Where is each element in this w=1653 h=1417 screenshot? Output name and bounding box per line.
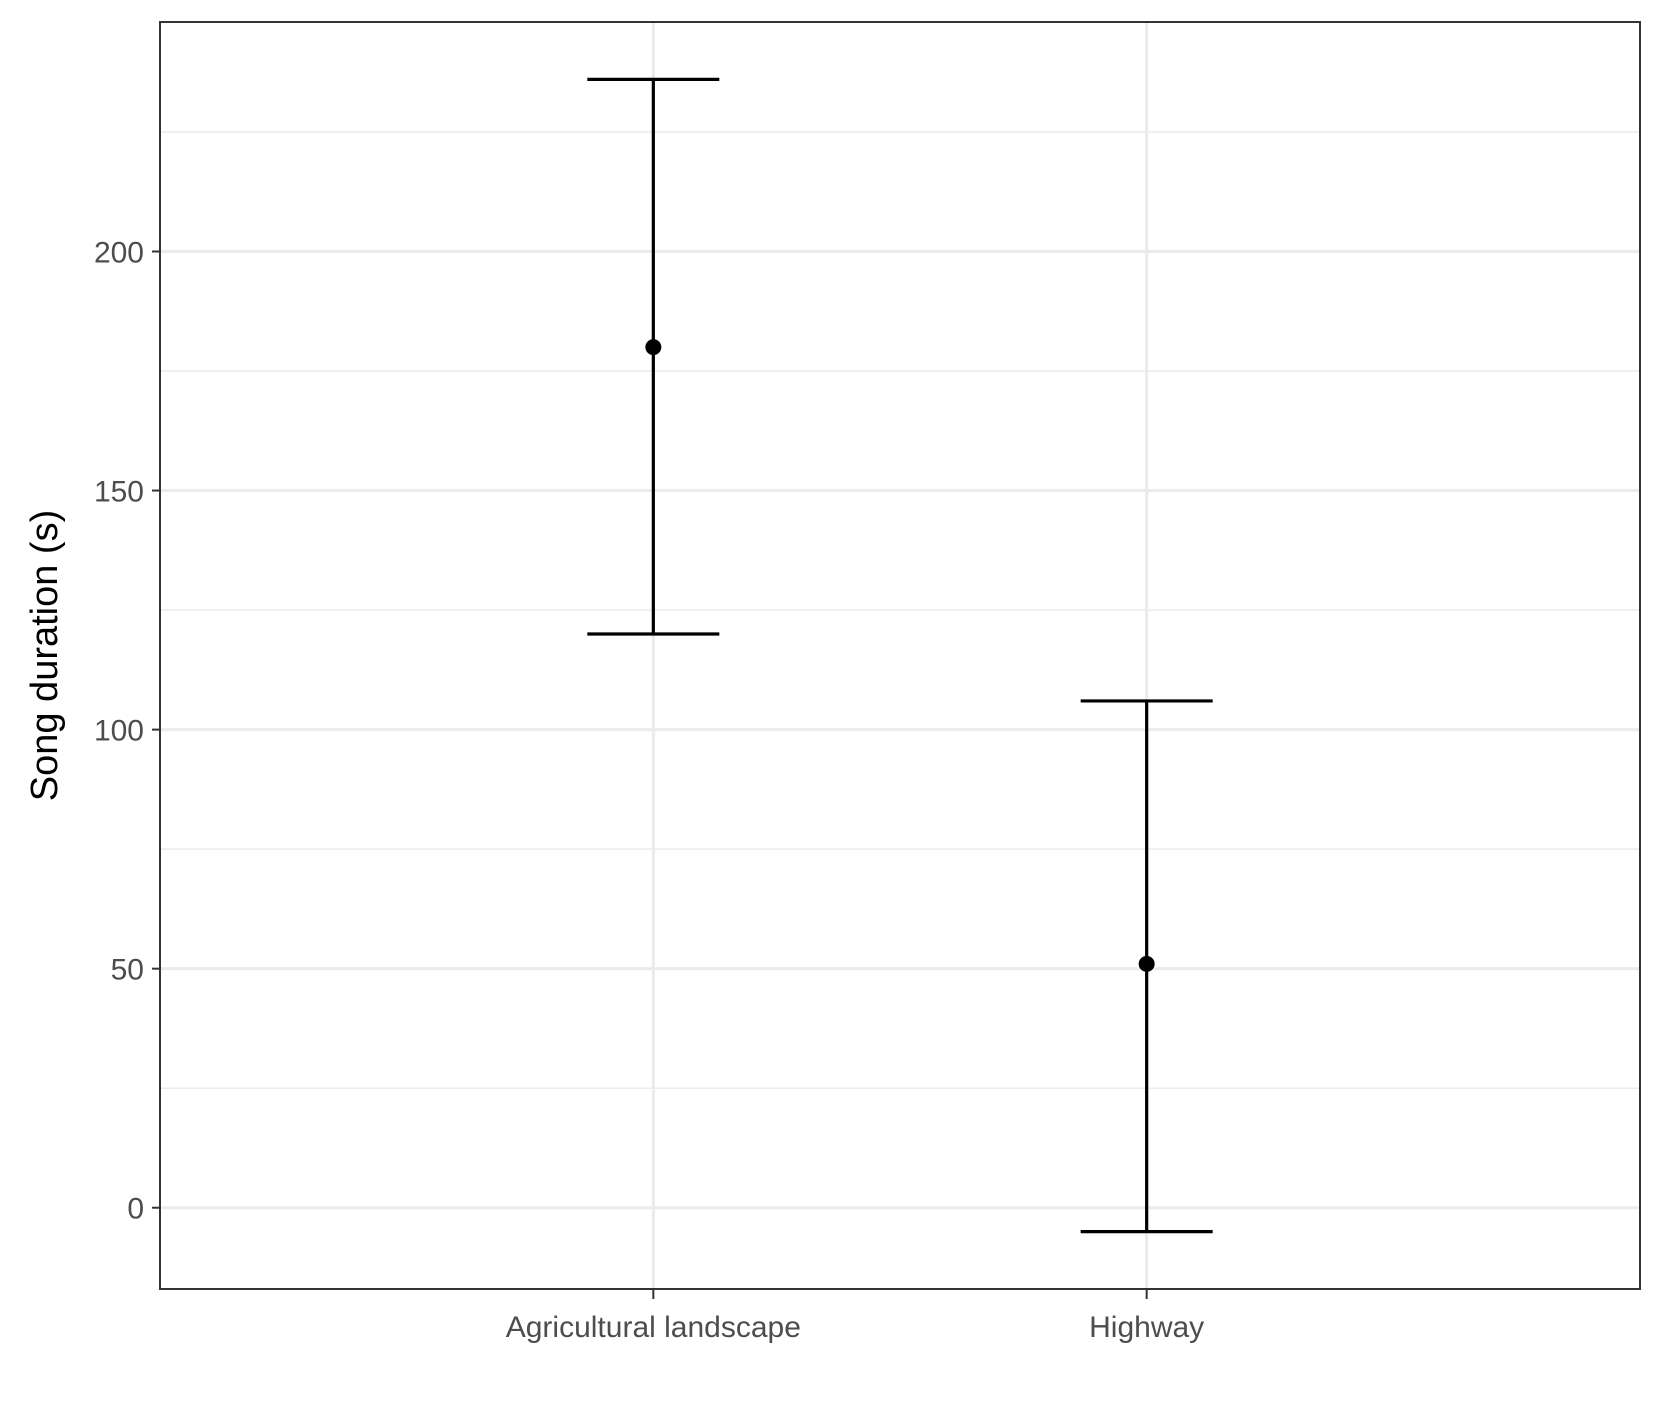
- x-tick-label: Highway: [1089, 1311, 1204, 1344]
- y-tick-label: 100: [94, 715, 144, 748]
- panel-border: [159, 21, 1641, 1290]
- y-axis: 0 50 100 150 200: [94, 236, 160, 1226]
- y-tick-label: 0: [127, 1193, 144, 1226]
- mean-point: [1138, 955, 1155, 972]
- x-axis: Agricultural landscape Highway: [506, 1289, 1204, 1344]
- y-tick-label: 50: [111, 954, 144, 987]
- y-axis-title: Song duration (s): [24, 510, 66, 802]
- x-tick-label: Agricultural landscape: [506, 1311, 801, 1344]
- minor-gridlines: [160, 131, 1640, 1089]
- y-tick-label: 200: [94, 236, 144, 269]
- data-marks: [587, 77, 1213, 1234]
- y-tick-label: 150: [94, 476, 144, 509]
- mean-point: [645, 339, 662, 356]
